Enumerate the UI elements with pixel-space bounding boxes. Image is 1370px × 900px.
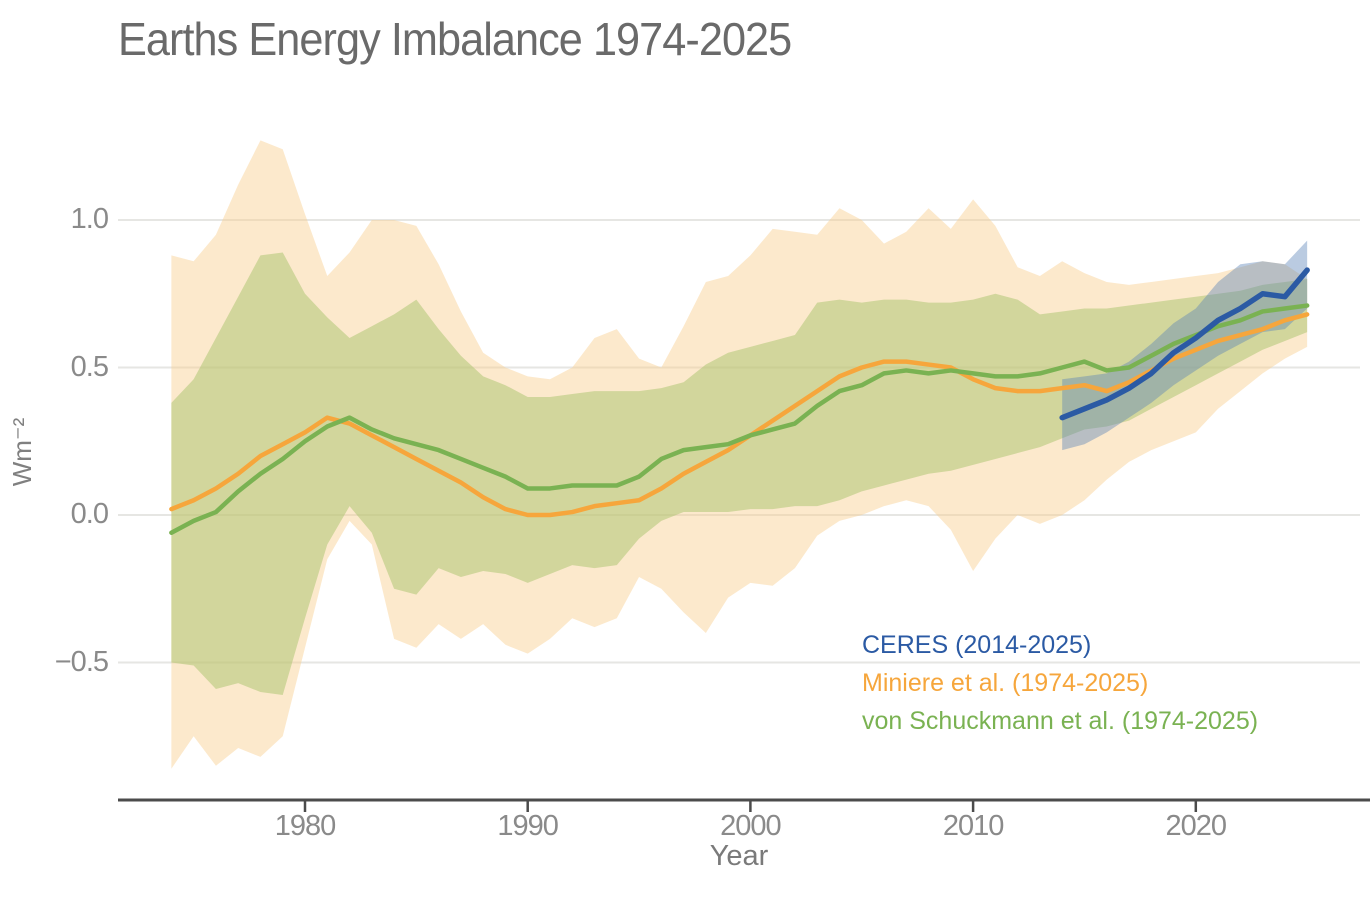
- legend-item-vonschuckmann: von Schuckmann et al. (1974-2025): [862, 707, 1259, 735]
- data-line: [1059, 267, 1310, 421]
- x-axis-label: Year: [709, 840, 769, 872]
- y-tick-label: 0.0: [70, 498, 109, 530]
- legend: CERES (2014-2025) Miniere et al. (1974-2…: [862, 626, 1258, 740]
- x-tick-label: 2020: [1165, 810, 1228, 842]
- legend-item-miniere: Miniere et al. (1974-2025): [862, 669, 1149, 697]
- legend-item-ceres: CERES (2014-2025): [862, 631, 1092, 659]
- data-line: [169, 312, 1310, 518]
- uncertainty-band: [171, 252, 1308, 695]
- y-tick-label: 1.0: [70, 203, 109, 235]
- x-tick-label: 1990: [497, 810, 559, 842]
- y-tick-label: −0.5: [54, 645, 109, 678]
- data-line: [169, 303, 1310, 535]
- x-tick-label: 2010: [942, 810, 1005, 842]
- y-tick-label: 0.5: [70, 350, 109, 383]
- chart-title: Earths Energy Imbalance 1974-2025: [118, 13, 792, 65]
- x-tick-label: 1980: [274, 810, 337, 842]
- x-tick-label: 2000: [720, 810, 782, 842]
